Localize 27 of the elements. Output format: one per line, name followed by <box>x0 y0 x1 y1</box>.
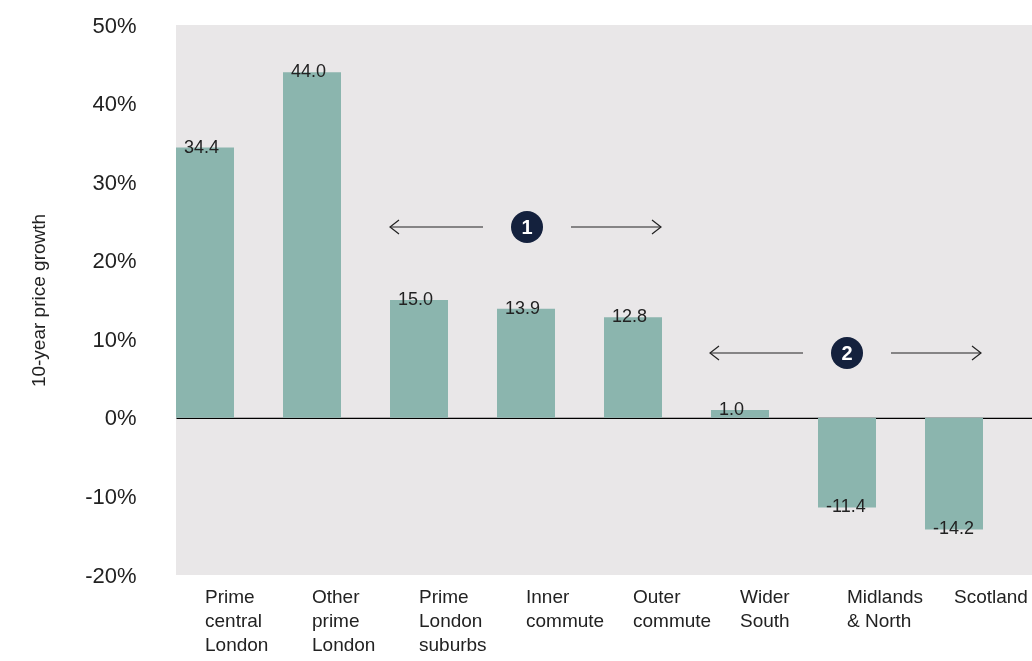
data-label: 1.0 <box>719 399 745 419</box>
y-tick-label: 50% <box>92 12 137 38</box>
data-label: 44.0 <box>291 61 327 82</box>
y-tick-label: 20% <box>92 248 137 274</box>
y-tick-label: 40% <box>92 91 137 117</box>
data-label: -14.2 <box>933 518 975 539</box>
y-tick-label: 10% <box>92 326 137 352</box>
annotation: 1 <box>521 216 533 238</box>
data-label: -11.4 <box>826 496 866 517</box>
x-tick-label: Inner commute <box>526 585 605 631</box>
x-tick-label: Prime London suburbs <box>419 585 487 655</box>
x-tick-label: Wider South <box>740 585 791 631</box>
y-tick-label: 0% <box>104 405 137 431</box>
x-tick-label: Prime central London <box>205 585 269 655</box>
annotation: 2 <box>841 342 853 364</box>
x-tick-label: Outer commute <box>633 585 712 631</box>
x-tick-label: Midlands & North <box>847 585 924 631</box>
y-axis-title: 10-year price growth <box>28 213 50 388</box>
y-tick-label: 30% <box>92 169 137 195</box>
data-label: 34.4 <box>184 136 220 157</box>
data-label: 13.9 <box>505 297 541 318</box>
data-label: 12.8 <box>612 306 648 327</box>
data-label: 15.0 <box>398 289 434 309</box>
x-tick-label: Other prime London <box>312 585 376 655</box>
y-tick-label: -20% <box>85 562 137 588</box>
y-tick-label: -10% <box>85 483 137 509</box>
x-tick-label: Scotland <box>954 585 1028 607</box>
